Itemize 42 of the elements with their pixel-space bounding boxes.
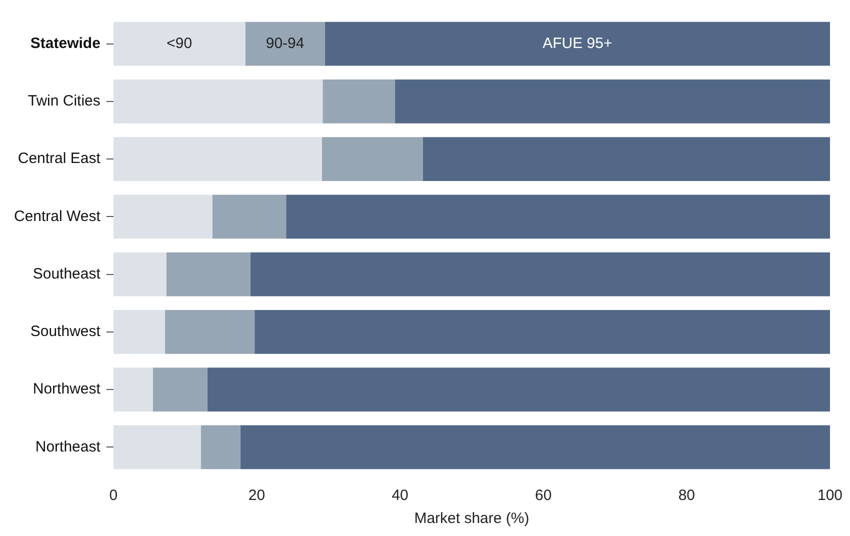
bar	[113, 137, 322, 181]
bar	[113, 22, 246, 66]
bar	[245, 22, 325, 66]
bar	[322, 80, 396, 124]
bar	[422, 137, 830, 181]
bar	[113, 194, 212, 239]
bar	[207, 368, 830, 412]
bar	[113, 368, 153, 412]
bar	[254, 310, 830, 354]
x-tick-label: 80	[678, 487, 696, 504]
y-tick-label: Northwest	[32, 380, 102, 398]
y-tick-label: Southwest	[30, 323, 102, 340]
series-label: AFUE 95+	[542, 34, 612, 52]
x-axis-title: Market share (%)	[414, 510, 530, 528]
bar	[166, 252, 250, 296]
series-label: 90-94	[266, 34, 304, 52]
bar	[324, 22, 830, 66]
bar	[240, 425, 830, 470]
bar	[113, 80, 323, 124]
bar	[250, 252, 830, 296]
bar	[395, 80, 830, 124]
y-tick-label: Central West	[14, 208, 102, 225]
x-tick-label: 60	[535, 487, 552, 504]
x-tick-label: 100	[817, 487, 843, 504]
bar	[322, 137, 423, 181]
series-label: <90	[166, 34, 192, 52]
y-tick-label: Twin Cities	[28, 92, 100, 110]
bar	[113, 310, 166, 354]
y-tick-label: Northeast	[35, 438, 102, 456]
y-tick-label: Central East	[18, 150, 102, 168]
bar	[113, 425, 201, 470]
bar	[152, 368, 208, 412]
bar	[113, 252, 166, 296]
bar	[212, 194, 286, 239]
bar	[165, 310, 255, 354]
bar	[200, 425, 240, 470]
bar	[286, 194, 830, 239]
x-tick-label: 0	[109, 487, 118, 504]
x-tick-label: 20	[248, 487, 266, 504]
x-tick-label: 40	[392, 487, 408, 504]
y-tick-label: Southeast	[32, 265, 102, 282]
y-tick-label: Statewide	[30, 34, 100, 52]
